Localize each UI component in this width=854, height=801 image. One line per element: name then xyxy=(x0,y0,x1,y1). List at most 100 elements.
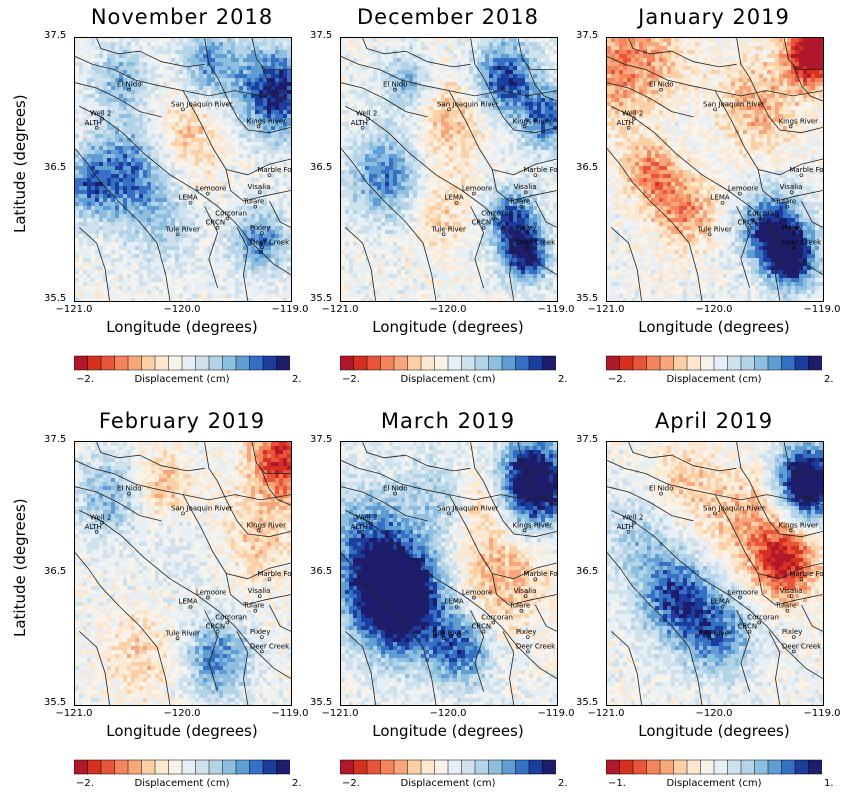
heatmap-cell xyxy=(175,130,179,134)
heatmap-cell xyxy=(529,90,533,94)
heatmap-cell xyxy=(167,82,171,86)
heatmap-cell xyxy=(271,110,275,114)
heatmap-cell xyxy=(159,282,163,286)
heatmap-cell xyxy=(279,194,283,198)
heatmap-cell xyxy=(449,122,453,126)
heatmap-cell xyxy=(231,38,235,42)
heatmap-cell xyxy=(155,222,159,226)
heatmap-cell xyxy=(389,102,393,106)
heatmap-cell xyxy=(123,74,127,78)
heatmap-cell xyxy=(107,50,111,54)
heatmap-cell xyxy=(107,226,111,230)
heatmap-cell xyxy=(453,102,457,106)
heatmap-cell xyxy=(79,174,83,178)
heatmap-cell xyxy=(195,54,199,58)
heatmap-cell xyxy=(373,74,377,78)
heatmap-cell xyxy=(203,154,207,158)
heatmap-cell xyxy=(87,266,91,270)
heatmap-cell xyxy=(377,62,381,66)
heatmap-cell xyxy=(275,114,279,118)
heatmap-cell xyxy=(115,94,119,98)
heatmap-cell xyxy=(115,54,119,58)
heatmap-cell xyxy=(449,50,453,54)
heatmap-cell xyxy=(405,126,409,130)
heatmap-cell xyxy=(263,174,267,178)
heatmap-cell xyxy=(119,190,123,194)
heatmap-cell xyxy=(397,70,401,74)
heatmap-cell xyxy=(271,170,275,174)
heatmap-cell xyxy=(513,74,517,78)
heatmap-cell xyxy=(119,214,123,218)
colorbar-swatch xyxy=(249,355,264,371)
heatmap-cell xyxy=(171,250,175,254)
heatmap-cell xyxy=(175,126,179,130)
heatmap-cell xyxy=(135,138,139,142)
heatmap-cell xyxy=(385,66,389,70)
heatmap-cell xyxy=(223,154,227,158)
heatmap-cell xyxy=(151,262,155,266)
heatmap-cell xyxy=(275,238,279,242)
heatmap-cell xyxy=(159,198,163,202)
heatmap-cell xyxy=(457,98,461,102)
heatmap-cell xyxy=(231,98,235,102)
heatmap-cell xyxy=(505,110,509,114)
heatmap-cell xyxy=(191,42,195,46)
heatmap-cell xyxy=(437,126,441,130)
heatmap-cell xyxy=(167,190,171,194)
heatmap-cell xyxy=(167,142,171,146)
heatmap-cell xyxy=(533,94,537,98)
heatmap-cell xyxy=(517,58,521,62)
heatmap-cell xyxy=(179,182,183,186)
heatmap-cell xyxy=(235,126,239,130)
heatmap-cell xyxy=(457,130,461,134)
heatmap-cell xyxy=(123,42,127,46)
heatmap-cell xyxy=(131,58,135,62)
heatmap-cell xyxy=(159,166,163,170)
heatmap-cell xyxy=(457,102,461,106)
heatmap-cell xyxy=(111,46,115,50)
heatmap-cell xyxy=(227,130,231,134)
heatmap-cell xyxy=(255,294,259,298)
heatmap-cell xyxy=(119,66,123,70)
heatmap-cell xyxy=(127,146,131,150)
heatmap-cell xyxy=(517,86,521,90)
heatmap-cell xyxy=(283,42,287,46)
heatmap-cell xyxy=(219,298,223,301)
heatmap-cell xyxy=(131,182,135,186)
heatmap-cell xyxy=(127,54,131,58)
heatmap-cell xyxy=(147,198,151,202)
heatmap-cell xyxy=(139,254,143,258)
heatmap-cell xyxy=(215,154,219,158)
heatmap-cell xyxy=(147,194,151,198)
heatmap-cell xyxy=(219,274,223,278)
heatmap-cell xyxy=(267,42,271,46)
heatmap-cell xyxy=(405,54,409,58)
heatmap-cell xyxy=(131,238,135,242)
heatmap-cell xyxy=(227,38,231,42)
heatmap-cell xyxy=(549,86,553,90)
heatmap-cell xyxy=(151,46,155,50)
heatmap-cell xyxy=(251,278,255,282)
heatmap-cell xyxy=(163,210,167,214)
heatmap-cell xyxy=(251,206,255,210)
heatmap-cell xyxy=(111,122,115,126)
heatmap-cell xyxy=(517,102,521,106)
heatmap-cell xyxy=(263,234,267,238)
heatmap-cell xyxy=(207,82,211,86)
heatmap-cell xyxy=(159,114,163,118)
heatmap-cell xyxy=(211,106,215,110)
heatmap-cell xyxy=(207,126,211,130)
heatmap-cell xyxy=(271,186,275,190)
heatmap-cell xyxy=(167,222,171,226)
heatmap-cell xyxy=(271,266,275,270)
heatmap-cell xyxy=(187,134,191,138)
heatmap-cell xyxy=(529,78,533,82)
heatmap-cell xyxy=(549,38,553,42)
heatmap-cell xyxy=(481,122,485,126)
heatmap-cell xyxy=(389,50,393,54)
heatmap-cell xyxy=(191,190,195,194)
heatmap-cell xyxy=(163,130,167,134)
heatmap-cell xyxy=(485,114,489,118)
heatmap-cell xyxy=(373,90,377,94)
heatmap-cell xyxy=(163,190,167,194)
